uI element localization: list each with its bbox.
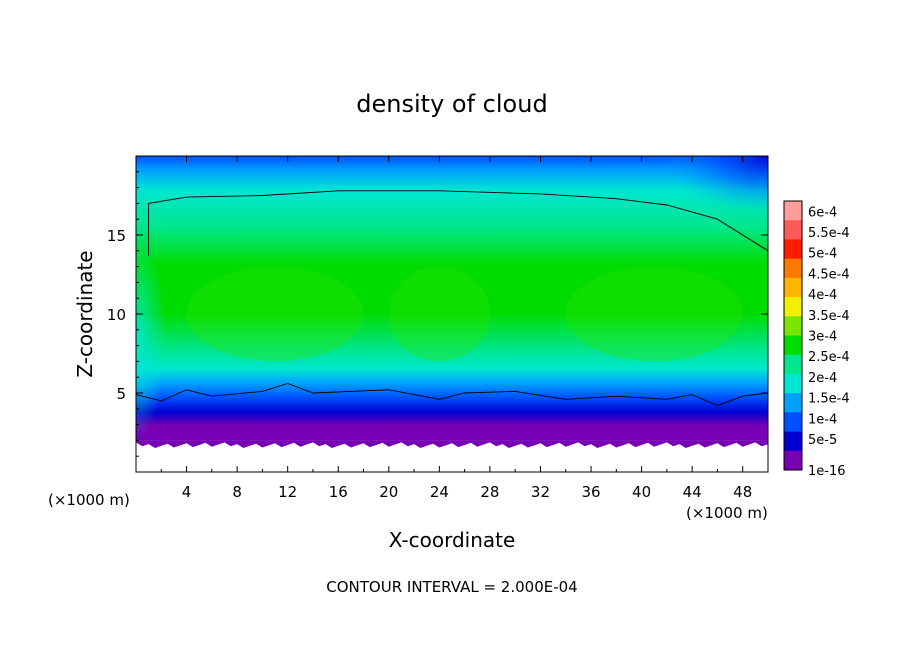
colorbar-label: 6e-4 — [808, 205, 837, 220]
colorbar-swatch — [784, 201, 802, 221]
y-tick-label: 15 — [107, 227, 126, 245]
x-tick-label: 36 — [581, 483, 600, 501]
field-base-edge — [136, 440, 768, 448]
colorbar-swatch — [784, 412, 802, 432]
field-core-patch — [565, 266, 743, 362]
colorbar-label: 1e-4 — [808, 412, 837, 427]
colorbar-swatch — [784, 393, 802, 413]
colorbar-label: 1.5e-4 — [808, 392, 850, 407]
colorbar-swatch — [784, 297, 802, 317]
colorbar-swatch — [784, 450, 802, 471]
x-unit-left: (×1000 m) — [48, 491, 130, 509]
y-axis: 5 10 15 — [107, 171, 768, 457]
x-tick-label: 16 — [329, 483, 348, 501]
colorbar-label: 5e-4 — [808, 247, 837, 262]
colorbar-swatch — [784, 258, 802, 279]
colorbar-label: 5.5e-4 — [808, 226, 850, 241]
colorbar-label: 4e-4 — [808, 288, 837, 303]
contour-interval: CONTOUR INTERVAL = 2.000E-04 — [326, 578, 577, 596]
y-tick-label: 5 — [116, 385, 126, 403]
colorbar-label: 2.5e-4 — [808, 350, 850, 365]
colorbar-swatch — [784, 431, 802, 452]
x-tick-label: 20 — [379, 483, 398, 501]
colorbar-label: 4.5e-4 — [808, 267, 850, 282]
x-axis: 4 8 12 16 20 24 28 32 36 40 44 48 — [160, 156, 752, 501]
contour-lower — [136, 383, 768, 407]
colorbar-swatch — [784, 354, 802, 375]
colorbar-swatch — [784, 373, 802, 394]
x-tick-label: 32 — [531, 483, 550, 501]
x-unit-right: (×1000 m) — [686, 504, 768, 522]
colorbar: 6e-4 5.5e-4 5e-4 4.5e-4 4e-4 3.5e-4 3e-4 2.5e-4… — [783, 200, 850, 479]
x-tick-label: 24 — [430, 483, 449, 501]
colorbar-label: 2e-4 — [808, 371, 837, 386]
colorbar-swatch — [784, 220, 802, 240]
colorbar-label: 3.5e-4 — [808, 309, 850, 324]
colorbar-label: 3e-4 — [808, 330, 837, 345]
x-tick-label: 12 — [278, 483, 297, 501]
contour-upper — [148, 190, 768, 256]
x-tick-label: 8 — [232, 483, 242, 501]
x-tick-label: 40 — [632, 483, 651, 501]
y-tick-label: 10 — [107, 306, 126, 324]
x-tick-label: 28 — [480, 483, 499, 501]
x-axis-label: X-coordinate — [389, 528, 516, 552]
field-core-patch — [388, 266, 490, 362]
y-axis-label: Z-coordinate — [73, 250, 97, 377]
x-tick-label: 4 — [182, 483, 192, 501]
colorbar-swatch — [784, 316, 802, 336]
colorbar-label: 1e-16 — [808, 464, 846, 479]
field-upper-right — [588, 156, 768, 251]
colorbar-swatch — [784, 335, 802, 356]
colorbar-label: 5e-5 — [808, 433, 837, 448]
field-core-patch — [186, 266, 364, 362]
colorbar-swatch — [784, 277, 802, 298]
colorbar-swatch — [784, 239, 802, 259]
field-left-edge — [136, 235, 196, 441]
x-tick-label: 44 — [683, 483, 702, 501]
chart-title: density of cloud — [356, 90, 547, 118]
density-field — [136, 156, 768, 448]
x-tick-label: 48 — [733, 483, 752, 501]
colorbar-frame — [783, 200, 803, 471]
contour-lines — [136, 190, 768, 407]
